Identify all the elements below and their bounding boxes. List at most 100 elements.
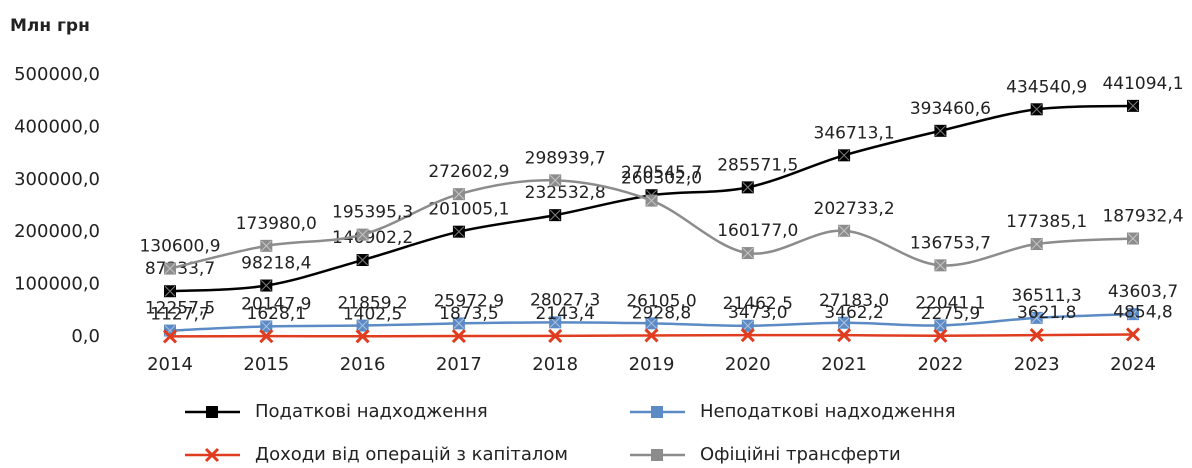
data-label: 2143,4: [535, 304, 594, 324]
marker-cross: [1031, 103, 1043, 115]
marker-cross: [646, 195, 657, 206]
data-label: 22041,1: [915, 293, 985, 313]
marker-x: [740, 328, 755, 343]
data-point: [838, 224, 851, 237]
marker-x: [355, 329, 370, 344]
data-label: 202733,2: [814, 199, 895, 219]
data-label: 195395,3: [332, 203, 413, 223]
x-tick-label: 2018: [532, 354, 578, 375]
data-label: 4854,8: [1113, 302, 1172, 322]
data-label: 21462,5: [723, 294, 793, 314]
legend-marker: [651, 449, 663, 461]
legend-label: Доходи від операцій з капіталом: [255, 444, 568, 465]
x-tick-label: 2023: [1014, 354, 1060, 375]
marker-cross: [260, 280, 272, 291]
data-point: [549, 209, 562, 222]
data-label: 98218,4: [241, 254, 311, 274]
marker-cross: [453, 188, 465, 200]
x-tick-label: 2017: [436, 354, 482, 375]
marker-cross: [742, 320, 754, 332]
data-label: 3462,2: [824, 303, 883, 323]
data-label: 177385,1: [1006, 212, 1087, 232]
data-label: 1628,1: [247, 304, 306, 324]
data-point: [162, 329, 178, 344]
data-label: 36511,3: [1012, 286, 1082, 306]
y-axis-label: Млн грн: [10, 16, 90, 36]
marker-cross: [549, 209, 561, 221]
data-point: [260, 239, 273, 252]
x-tick-label: 2024: [1110, 354, 1156, 375]
data-point: [356, 254, 369, 267]
x-tick-label: 2015: [243, 354, 289, 375]
data-point: [549, 316, 562, 329]
data-label: 173980,0: [236, 214, 317, 234]
data-point: [1127, 99, 1139, 112]
y-tick-label: 0,0: [71, 326, 100, 347]
legend-label: Податкові надходження: [255, 401, 488, 422]
data-point: [741, 319, 754, 332]
data-point: [164, 285, 176, 298]
marker-cross: [549, 316, 561, 328]
y-tick-label: 100000,0: [14, 274, 100, 295]
data-label: 146902,2: [332, 228, 413, 248]
data-point: [645, 317, 658, 330]
data-point: [741, 247, 754, 260]
data-label: 3621,8: [1017, 303, 1076, 323]
data-point: [1030, 238, 1043, 251]
marker-square: [651, 449, 663, 461]
x-tick-label: 2014: [147, 354, 193, 375]
data-label: 130600,9: [139, 237, 220, 257]
marker-cross: [1031, 312, 1043, 324]
data-label: 2928,8: [632, 303, 691, 323]
marker-cross: [357, 320, 368, 331]
marker-cross: [1127, 233, 1139, 244]
x-tick-label: 2020: [725, 354, 771, 375]
marker-x: [162, 329, 178, 344]
data-label: 43603,7: [1108, 282, 1178, 302]
marker-cross: [935, 259, 946, 271]
data-point: [549, 174, 562, 187]
legend-label: Офіційні трансферти: [700, 444, 901, 465]
data-point: [451, 328, 466, 344]
data-label: 285571,5: [717, 155, 798, 175]
data-point: [452, 317, 465, 330]
data-label: 87333,7: [145, 259, 215, 279]
data-point: [838, 149, 851, 162]
x-tick-label: 2016: [340, 354, 386, 375]
y-tick-label: 500000,0: [14, 64, 100, 85]
marker-cross: [1031, 238, 1043, 250]
marker-x: [644, 328, 659, 343]
data-point: [1127, 232, 1139, 245]
data-point: [452, 225, 465, 238]
data-point: [452, 188, 465, 201]
data-point: [934, 319, 947, 332]
data-point: [356, 228, 369, 241]
data-label: 346713,1: [814, 123, 895, 143]
data-label: 434540,9: [1006, 77, 1087, 97]
marker-x: [837, 328, 852, 343]
y-tick-label: 400000,0: [14, 116, 100, 137]
data-label: 136753,7: [910, 233, 991, 253]
data-label: 25972,9: [434, 291, 504, 311]
data-label: 12257,5: [145, 299, 215, 319]
data-label: 27183,0: [819, 291, 889, 311]
marker-cross: [838, 149, 850, 161]
marker-cross: [357, 254, 368, 266]
legend-marker: [204, 447, 220, 463]
data-point: [1029, 328, 1044, 343]
data-point: [740, 328, 755, 343]
data-point: [934, 124, 947, 137]
data-point: [644, 328, 659, 343]
data-label: 26105,0: [626, 291, 696, 311]
data-point: [1125, 327, 1141, 342]
marker-cross: [646, 317, 657, 329]
data-label: 270545,7: [621, 163, 702, 183]
data-point: [1127, 308, 1139, 321]
marker-x: [259, 329, 274, 344]
data-point: [934, 259, 947, 272]
data-label: 201005,1: [428, 200, 509, 220]
x-tick-label: 2021: [821, 354, 867, 375]
legend-label: Неподаткові надходження: [700, 401, 956, 422]
data-label: 3473,0: [728, 303, 787, 323]
marker-square: [651, 406, 663, 418]
